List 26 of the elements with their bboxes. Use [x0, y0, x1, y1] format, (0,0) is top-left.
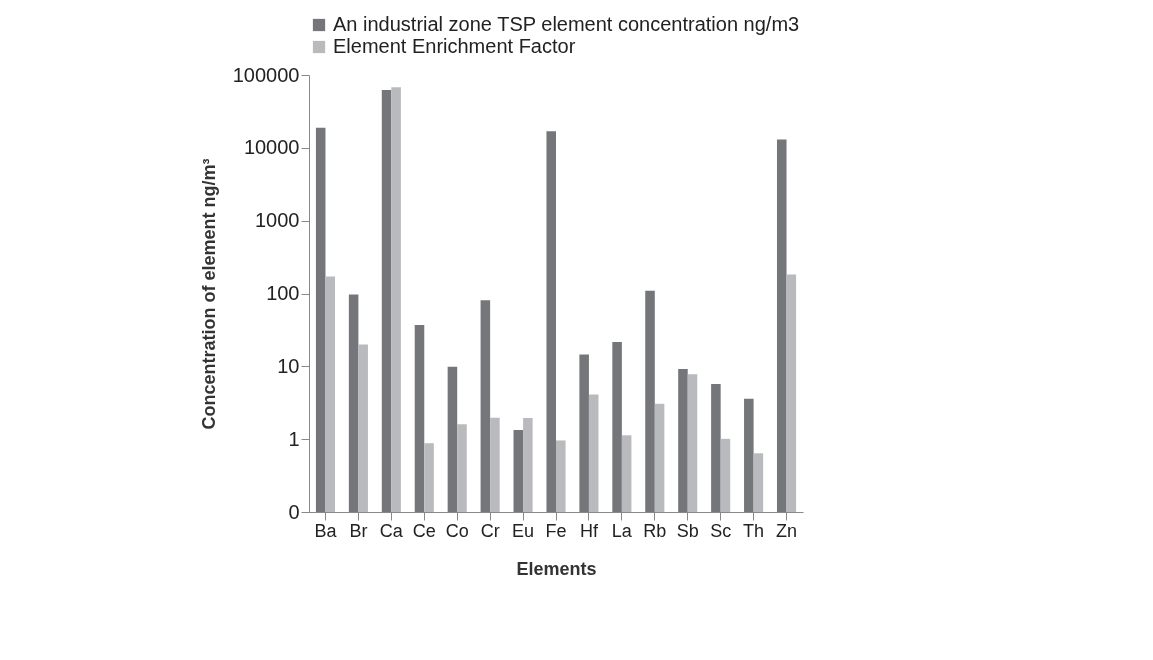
legend-label: Element Enrichment Factor: [333, 35, 576, 57]
y-axis-title: Concentration of element ng/m³: [198, 158, 219, 430]
y-tick-label: 0: [288, 500, 300, 523]
x-tick-label: Ce: [412, 520, 436, 541]
x-tick-label: Eu: [512, 520, 535, 541]
legend-label: An industrial zone TSP element concentration ng/m3: [333, 13, 800, 35]
x-axis-title: Elements: [516, 558, 597, 579]
x-tick-label: Th: [743, 520, 765, 541]
x-tick-label: Cr: [480, 520, 500, 541]
y-tick-label: 10000: [243, 136, 300, 159]
x-tick-label: Ca: [379, 520, 404, 541]
x-tick-label: Sc: [710, 520, 732, 541]
x-tick-label: Co: [445, 520, 469, 541]
x-tick-label: Sb: [676, 520, 699, 541]
y-tick-label: 100: [266, 282, 300, 304]
x-tick-label: Zn: [776, 520, 798, 541]
x-tick-label: Hf: [579, 520, 599, 541]
y-tick-label: 10: [277, 354, 300, 377]
y-tick-label: 100000: [232, 63, 300, 86]
x-tick-label: Ba: [314, 520, 338, 541]
y-tick-label: 1: [288, 427, 300, 450]
x-tick-label: Br: [349, 520, 368, 541]
y-tick-label: 1000: [255, 209, 300, 232]
x-tick-label: Rb: [643, 520, 667, 541]
x-tick-label: La: [611, 520, 633, 541]
x-tick-label: Fe: [545, 520, 567, 541]
